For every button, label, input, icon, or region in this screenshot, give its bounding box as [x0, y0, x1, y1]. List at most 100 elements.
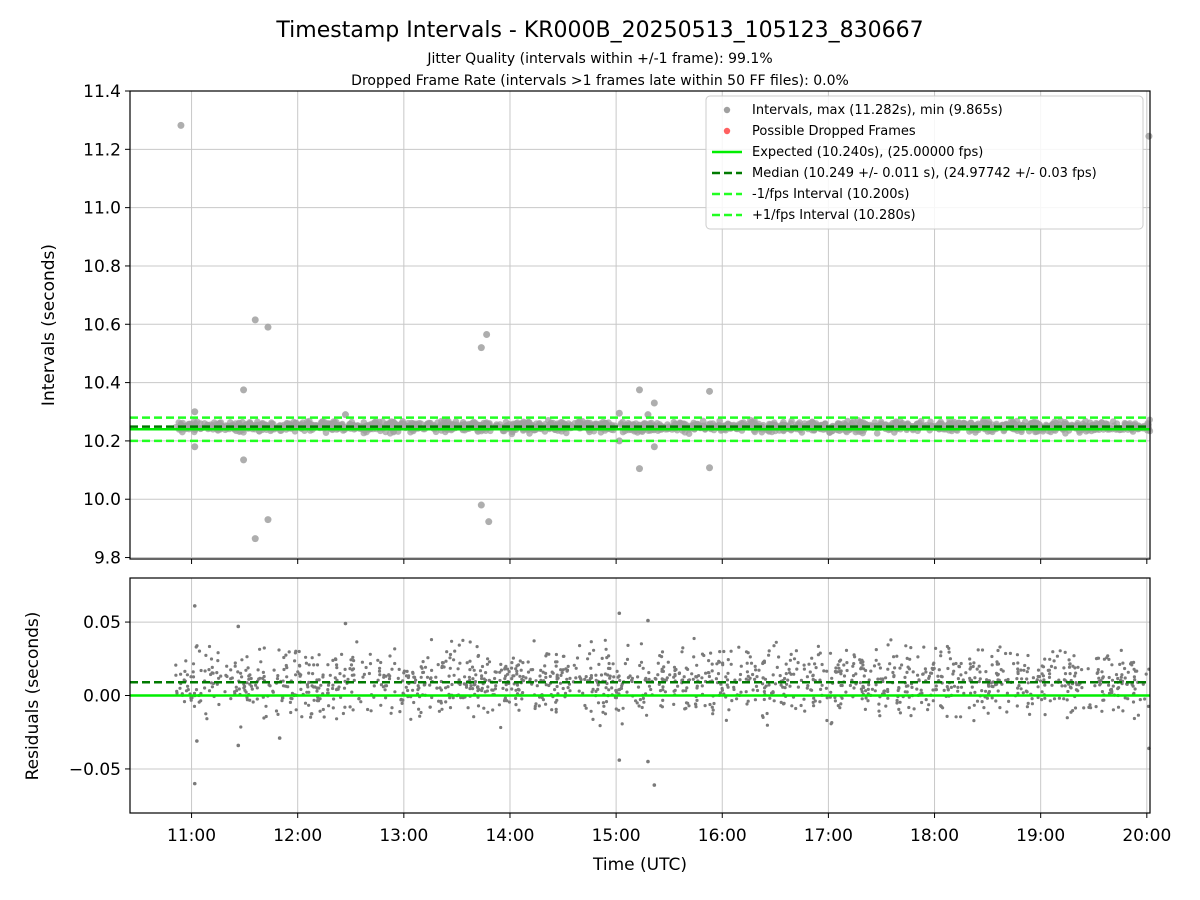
residual-point [745, 702, 749, 706]
residual-point [980, 689, 984, 693]
legend-label-dropped: Possible Dropped Frames [752, 124, 916, 139]
residual-point [534, 679, 538, 683]
residual-point [995, 662, 999, 666]
residual-point [860, 690, 864, 694]
residual-point [709, 651, 713, 655]
residual-point [810, 656, 814, 660]
residual-point [691, 677, 695, 681]
residual-point [1100, 709, 1104, 713]
residual-point [290, 697, 294, 701]
residual-point [474, 673, 478, 677]
residual-point [863, 707, 868, 712]
residual-point [322, 715, 326, 719]
residual-point [608, 674, 612, 678]
residual-point [280, 699, 284, 703]
residual-point [444, 700, 448, 704]
residual-point [507, 670, 511, 674]
residual-point [707, 671, 711, 675]
residual-point [729, 649, 733, 653]
residual-point [1068, 685, 1072, 689]
residual-point [789, 652, 793, 657]
residual-point [945, 685, 949, 689]
residual-point [837, 659, 842, 663]
residual-point [990, 654, 994, 659]
residual-point [754, 684, 759, 689]
interval-outlier-point [650, 443, 658, 451]
residual-point [617, 708, 621, 712]
residual-point [813, 699, 817, 703]
residual-point [463, 682, 467, 686]
interval-point [892, 423, 899, 430]
residual-point [189, 675, 193, 679]
residual-point [1057, 696, 1061, 700]
residual-point [978, 677, 982, 681]
residual-point [217, 702, 221, 707]
residual-point [737, 645, 741, 649]
residual-point [280, 696, 285, 700]
residual-point [596, 683, 600, 687]
interval-point [560, 420, 568, 427]
residual-point [661, 698, 665, 703]
residual-point [972, 661, 976, 665]
residual-point [209, 657, 214, 661]
residual-point [749, 661, 754, 665]
residual-point [726, 658, 730, 662]
residual-point [247, 674, 251, 678]
residual-point [1096, 670, 1100, 674]
residual-point [376, 658, 380, 662]
residual-point [877, 709, 881, 713]
residual-point [294, 673, 298, 677]
residual-point [781, 685, 785, 689]
residual-point [276, 712, 280, 717]
residual-point [468, 687, 472, 691]
residual-point [399, 698, 403, 702]
residual-point [578, 644, 582, 648]
residual-point [601, 710, 605, 714]
residual-point [842, 663, 846, 667]
residual-point [858, 681, 863, 685]
residual-point [510, 666, 514, 670]
residual-point [274, 709, 279, 713]
residual-point [1106, 654, 1110, 658]
residual-point [521, 691, 525, 695]
residual-point [235, 689, 239, 693]
residual-point [1100, 690, 1104, 694]
residual-point [307, 703, 311, 707]
residual-point [478, 669, 483, 673]
residual-point [289, 710, 293, 715]
residual-point [969, 691, 973, 695]
residual-point [754, 668, 758, 672]
residual-point [620, 722, 624, 726]
residual-point [772, 699, 776, 703]
residual-point [607, 688, 611, 692]
residual-point [748, 655, 752, 659]
residual-point [223, 690, 227, 694]
residual-point [1067, 658, 1071, 662]
residual-point [844, 690, 848, 694]
residual-point [1043, 696, 1047, 700]
residual-point [763, 686, 767, 690]
residual-point [397, 667, 401, 672]
residual-point [296, 670, 300, 674]
residual-point [842, 674, 847, 678]
residual-outlier-point [195, 739, 199, 743]
residual-point [1107, 675, 1111, 680]
residual-point [612, 675, 616, 679]
residual-point [343, 705, 347, 709]
residual-point [568, 676, 572, 681]
interval-point [386, 430, 394, 437]
residual-point [388, 654, 392, 658]
residuals-y-tick-label: 0.05 [83, 613, 121, 633]
residual-point [1063, 684, 1067, 688]
residual-point [919, 688, 923, 692]
residual-point [430, 668, 434, 673]
residual-point [807, 662, 811, 666]
residual-point [453, 649, 457, 653]
residual-point [1119, 675, 1123, 679]
residual-point [1099, 679, 1103, 683]
residual-point [317, 653, 321, 657]
residual-point [850, 678, 854, 682]
residual-point [514, 667, 518, 671]
residual-point [755, 688, 760, 693]
residual-point [645, 713, 649, 717]
